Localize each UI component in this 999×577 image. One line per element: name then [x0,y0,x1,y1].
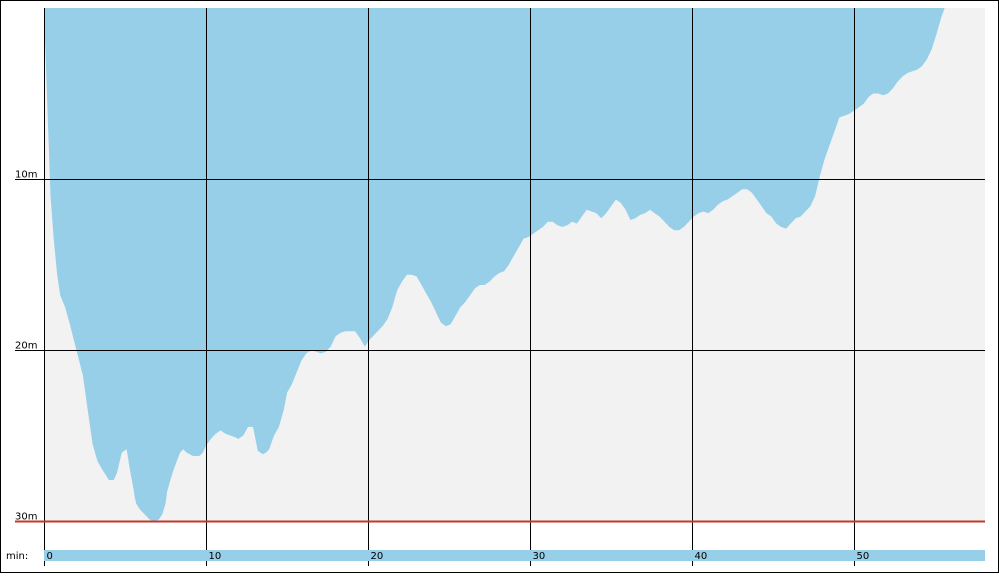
x-axis-title: min: [6,551,28,562]
x-tick-label-30: 30 [533,551,546,562]
depth-profile-area [44,8,945,521]
vertical-gridlines [44,8,855,566]
x-axis-labels: 0 10 20 30 40 50 [47,551,870,562]
x-tick-label-40: 40 [695,551,708,562]
y-tick-label-10m: 10m [15,170,37,181]
timeline-bar [44,550,985,561]
horizontal-gridlines [15,179,985,351]
y-tick-label-30m: 30m [15,512,37,523]
y-axis-labels: 10m 20m 30m [15,170,37,523]
x-tick-label-0: 0 [47,551,53,562]
x-tick-label-50: 50 [857,551,870,562]
x-tick-label-20: 20 [371,551,384,562]
x-tick-label-10: 10 [209,551,222,562]
y-tick-label-20m: 20m [15,341,37,352]
